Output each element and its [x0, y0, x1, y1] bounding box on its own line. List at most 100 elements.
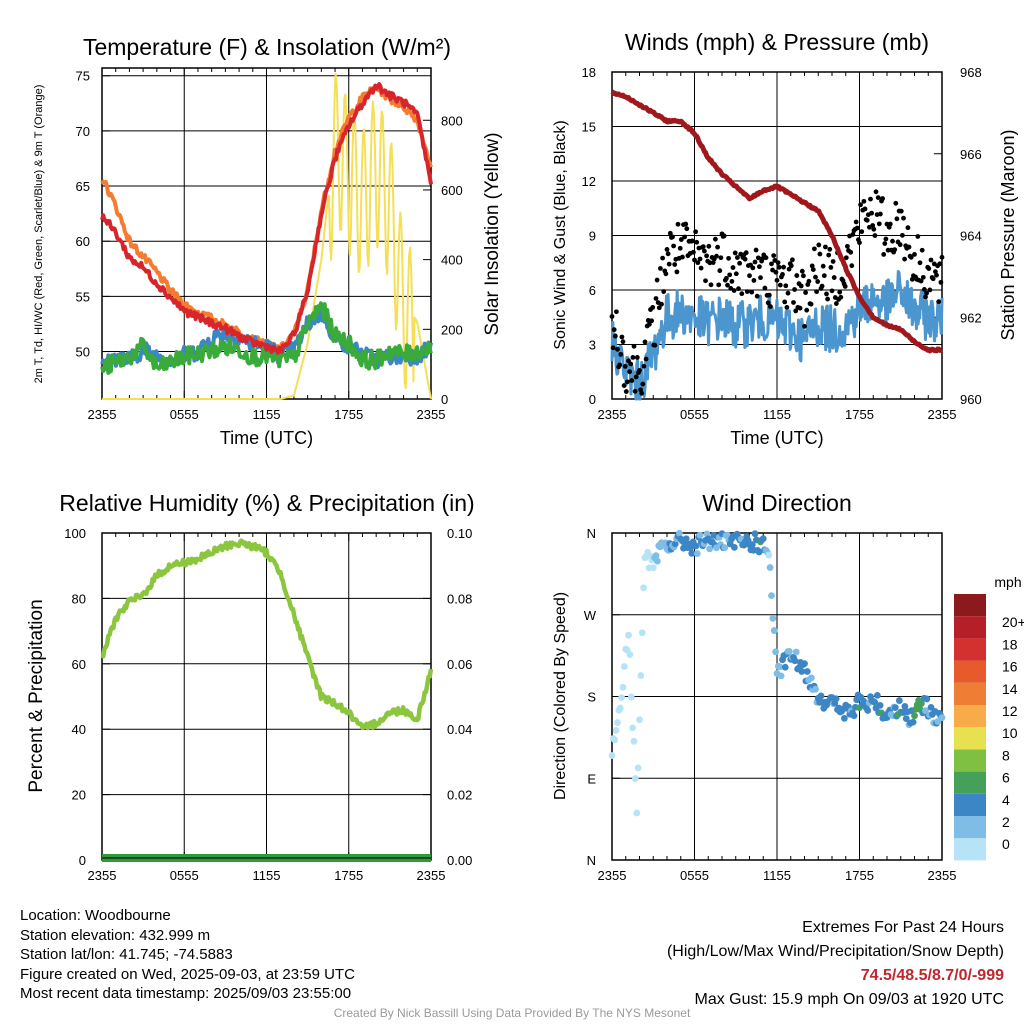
gust-point	[691, 249, 696, 255]
y2-tick-label: 962	[960, 310, 982, 325]
direction-point	[626, 651, 634, 658]
gust-point	[880, 196, 885, 201]
gust-point	[773, 269, 779, 275]
gust-point	[783, 283, 789, 289]
direction-point	[618, 694, 626, 702]
gust-point	[769, 261, 774, 267]
direction-point	[730, 543, 738, 551]
y-tick-label: 15	[582, 120, 596, 135]
y-tick-label: 20	[72, 788, 86, 803]
extremes-title: Extremes For Past 24 Hours	[802, 919, 1004, 936]
colorbar-tick-label: 14	[1002, 681, 1018, 697]
gust-point	[724, 275, 729, 281]
gust-point	[612, 333, 618, 339]
gust-point	[825, 296, 830, 302]
gust-point	[736, 286, 741, 292]
gust-point	[900, 232, 905, 238]
x-tick-label: 1755	[845, 407, 874, 422]
direction-point	[922, 707, 929, 715]
x-tick-label: 2355	[88, 407, 117, 422]
extremes-subtitle: (High/Low/Max Wind/Precipitation/Snow De…	[666, 943, 1004, 960]
series-line-relative-humidity	[100, 538, 434, 731]
gust-point	[901, 215, 906, 221]
gust-point	[664, 247, 670, 252]
gust-point	[776, 264, 782, 270]
gust-point	[660, 255, 665, 261]
direction-point	[781, 663, 789, 671]
colorbar-segment	[954, 771, 986, 794]
direction-point	[631, 775, 639, 782]
direction-point	[871, 698, 879, 706]
direction-point	[923, 695, 931, 703]
gust-point	[919, 247, 925, 253]
series-line-2m-t	[100, 82, 433, 355]
y-axis-label: Sonic Wind & Gust (Blue, Black)	[552, 120, 569, 349]
gust-point	[875, 195, 881, 201]
y-tick-label: 60	[76, 234, 90, 249]
gust-point	[715, 244, 720, 250]
colorbar-segment	[954, 749, 986, 772]
x-tick-label: 1755	[334, 868, 363, 883]
direction-point	[911, 712, 918, 720]
gust-point	[826, 252, 832, 258]
gust-point	[658, 266, 663, 271]
direction-point	[751, 530, 759, 538]
direction-point	[706, 545, 714, 553]
credit-text: Created By Nick Bassill Using Data Provi…	[333, 1006, 691, 1020]
colorbar-segment	[954, 838, 986, 861]
gust-point	[693, 229, 698, 235]
direction-point	[675, 529, 683, 537]
gust-point	[640, 381, 646, 387]
direction-point	[671, 540, 679, 548]
gust-point	[781, 264, 786, 270]
gust-point	[893, 200, 899, 206]
gust-point	[850, 232, 856, 237]
gust-point	[843, 255, 849, 261]
x-tick-label: 1155	[253, 868, 281, 883]
gust-point	[671, 243, 676, 249]
gust-point	[627, 369, 632, 375]
gust-point	[716, 282, 722, 288]
gust-point	[735, 255, 740, 260]
gust-point	[912, 252, 917, 257]
direction-point	[649, 564, 657, 572]
gust-point	[798, 283, 804, 289]
direction-point	[803, 668, 811, 675]
colorbar-segment	[954, 793, 986, 816]
gust-point	[838, 294, 844, 300]
gust-point	[694, 239, 700, 245]
direction-point	[692, 542, 700, 550]
gust-point	[936, 299, 942, 305]
gust-point	[632, 388, 638, 394]
wind-direction-chart: 2355 0555 1155 1755 2355 Wind Direction N E S W N D…	[552, 490, 956, 883]
chart-title: Winds (mph) & Pressure (mb)	[625, 29, 929, 55]
x-tick-label: 1155	[763, 868, 791, 883]
y2-axis-label: Solar Insolation (Yellow)	[482, 132, 503, 335]
x-tick-label: 2355	[88, 868, 117, 883]
y-tick-label: 80	[72, 591, 86, 606]
direction-point	[688, 549, 696, 557]
direction-point	[807, 674, 815, 682]
gust-point	[906, 244, 912, 250]
x-tick-label: 1755	[334, 407, 363, 422]
direction-point	[927, 703, 935, 711]
colorbar-segment	[954, 705, 986, 728]
gust-point	[808, 301, 814, 307]
direction-point	[619, 683, 627, 691]
gust-point	[890, 238, 895, 244]
gust-point	[870, 223, 876, 228]
gust-point	[684, 226, 690, 232]
gust-point	[775, 260, 781, 266]
direction-point	[630, 737, 638, 745]
gust-point	[758, 275, 763, 281]
gust-point	[618, 351, 624, 357]
gust-point	[845, 243, 850, 249]
direction-point	[625, 631, 632, 639]
colorbar-segment	[954, 616, 986, 639]
gust-point	[821, 273, 827, 279]
gust-point	[902, 256, 907, 262]
direction-point	[938, 714, 946, 722]
gust-point	[726, 255, 731, 261]
colorbar-tick-label: 20+	[1002, 614, 1024, 630]
gust-point	[768, 304, 773, 309]
